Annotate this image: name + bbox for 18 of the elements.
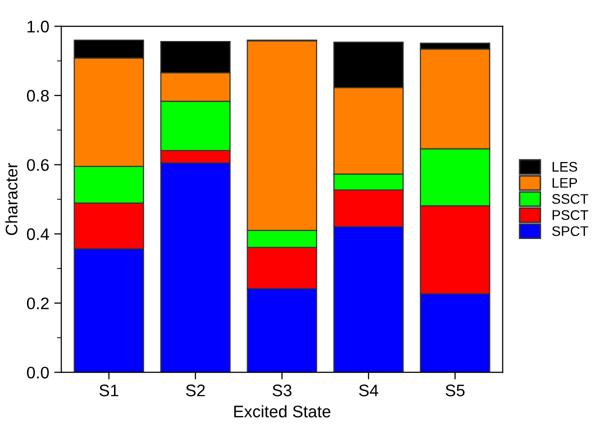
x-tick-label: S5 [446,384,465,396]
x-tick-label: S4 [359,384,378,396]
legend-label: PSCT [552,210,588,220]
y-tick-label: 0.4 [26,228,50,240]
y-tick-label: 0.2 [26,297,49,310]
y-tick-label: 0.8 [26,90,49,102]
y-tick-label: 0.0 [26,366,49,379]
y-tick-label: 0.6 [26,159,49,171]
legend-label: SPCT [552,226,588,236]
x-tick-label: S3 [272,384,292,396]
x-tick-label: S2 [186,384,205,396]
x-tick-label: S1 [99,384,118,396]
legend-label: LEP [552,178,578,188]
y-axis-title: Character [5,162,18,236]
legend-label: LES [552,162,578,172]
x-axis-title: Excited State [234,405,330,418]
legend-label: SSCT [552,194,588,204]
y-tick-label: 1.0 [28,20,49,32]
